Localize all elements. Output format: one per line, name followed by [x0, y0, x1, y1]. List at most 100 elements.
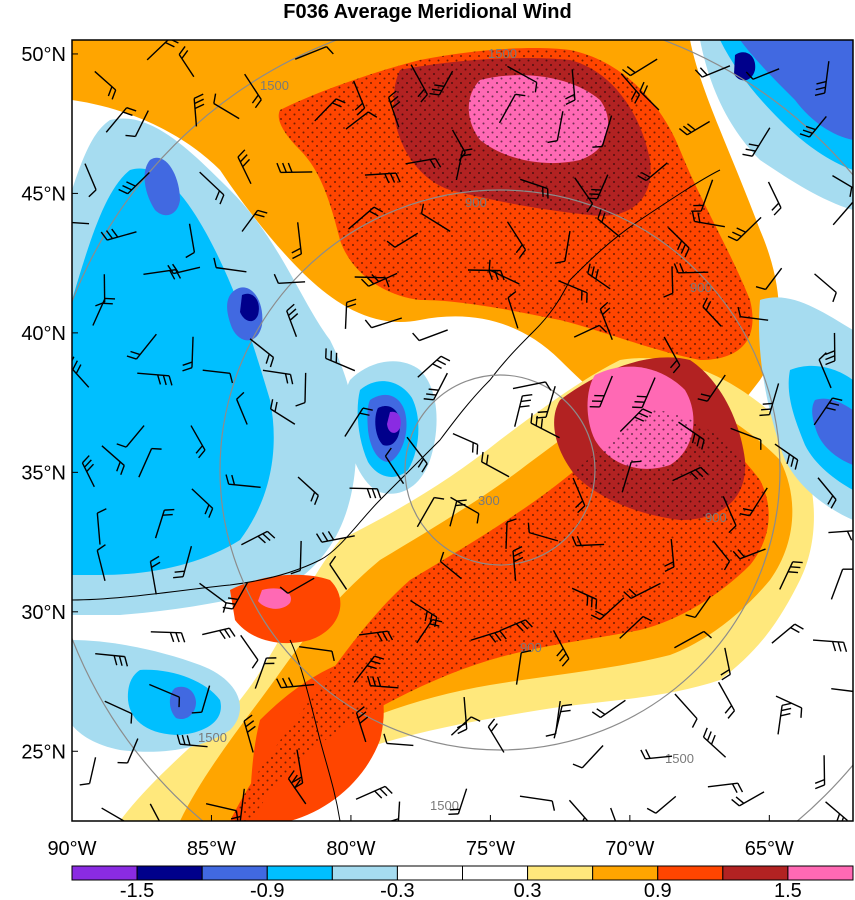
wind-barb [737, 306, 769, 321]
wind-barb [406, 436, 428, 473]
field-negative-east-core [720, 40, 853, 490]
wind-barb [230, 788, 245, 821]
wind-barb [512, 381, 552, 391]
wind-barb [554, 230, 571, 264]
wind-barb [832, 201, 853, 226]
latitude-label: 45°N [21, 183, 66, 205]
wind-barb [667, 227, 690, 258]
wind-barb [355, 706, 369, 743]
colorbar-swatch [201, 865, 268, 881]
wind-barb [79, 757, 97, 786]
wind-barb [597, 209, 621, 238]
wind-barb [366, 675, 399, 689]
longitude-label: 90°W [47, 838, 96, 860]
wind-barb [591, 699, 626, 719]
field-negative-east-max [734, 52, 756, 81]
wind-barb [348, 206, 384, 230]
wind-barb [137, 372, 173, 386]
wind-barb [499, 619, 533, 632]
wind-barb [571, 535, 605, 547]
wind-barb [386, 232, 419, 248]
wind-barb [610, 807, 617, 821]
wind-barb [190, 425, 206, 459]
wind-barb [349, 487, 382, 499]
field-positive-carolina-max [258, 588, 291, 609]
wind-barb [237, 149, 252, 185]
wind-barb [199, 171, 225, 205]
colorbar-swatch [592, 865, 659, 881]
wind-barb [416, 618, 443, 644]
ring-label: 900 [705, 510, 727, 525]
wind-barb [572, 477, 586, 514]
wind-barb [727, 216, 762, 242]
wind-barb [244, 73, 262, 109]
colorbar-labels: -1.5 -0.9 -0.3 0.3 0.9 1.5 [120, 880, 802, 900]
wind-barb [530, 413, 560, 439]
range-ring-900 [219, 189, 781, 751]
wind-barb [646, 795, 677, 814]
wind-barb [117, 738, 139, 764]
longitude-axis: 90°W 85°W 80°W 75°W 70°W 65°W [47, 815, 794, 860]
wind-barb [678, 421, 705, 450]
wind-barb [213, 93, 240, 120]
wind-barb [574, 177, 594, 213]
wind-barb [249, 338, 275, 368]
wind-barb [295, 372, 307, 407]
wind-barb [429, 70, 454, 96]
wind-barb [558, 280, 588, 303]
wind-barb [697, 374, 726, 402]
wind-barb [364, 172, 401, 184]
colorbar-swatch [396, 865, 463, 881]
ring-label: 900 [690, 280, 712, 295]
colorbar-label: 1.5 [774, 880, 802, 900]
wind-barb [640, 749, 673, 760]
wind-barb [364, 317, 403, 329]
wind-barb [276, 162, 313, 174]
coastline [72, 169, 721, 821]
wind-barb [512, 546, 524, 581]
wind-barb [568, 799, 589, 821]
wind-barb [672, 466, 709, 482]
wind-barb [240, 634, 259, 669]
wind-barb [818, 352, 832, 389]
wind-barb [96, 508, 107, 545]
wind-barb [92, 297, 116, 326]
wind-barb [621, 460, 642, 493]
wind-barb [775, 695, 803, 718]
colorbar-swatch [787, 865, 854, 881]
wind-barb [149, 555, 161, 595]
wind-barb [72, 221, 90, 225]
wind-barb [405, 157, 442, 169]
wind-barb [455, 148, 473, 181]
wind-barb [225, 474, 261, 488]
wind-barb [262, 369, 294, 385]
wind-barb [355, 785, 393, 800]
wind-barb [101, 445, 125, 476]
wind-barb [722, 496, 737, 534]
wind-barb [663, 336, 681, 374]
latitude-label: 25°N [21, 741, 66, 763]
wind-barb [813, 397, 843, 426]
wind-barb [759, 383, 780, 417]
wind-barb [487, 718, 505, 753]
wind-barb [118, 172, 150, 195]
wind-barb [358, 630, 394, 642]
wind-barb [185, 223, 196, 259]
wind-barb [488, 259, 520, 285]
wind-barb [702, 727, 727, 758]
latitude-label: 30°N [21, 602, 66, 624]
wind-barb [767, 181, 782, 216]
wind-barb [622, 58, 658, 77]
ring-label: 900 [465, 195, 487, 210]
wind-barb [291, 222, 303, 260]
wind-barb [202, 369, 234, 384]
plot-frame [71, 39, 854, 822]
wind-barb [674, 693, 698, 728]
field-stipple-plume [230, 410, 769, 821]
wind-barb [205, 802, 239, 821]
ring-label: 1500 [665, 751, 694, 766]
ring-label: 1500 [198, 730, 227, 745]
wind-barb [825, 801, 849, 821]
ring-label: 300 [478, 493, 500, 508]
wind-barb [691, 179, 714, 212]
